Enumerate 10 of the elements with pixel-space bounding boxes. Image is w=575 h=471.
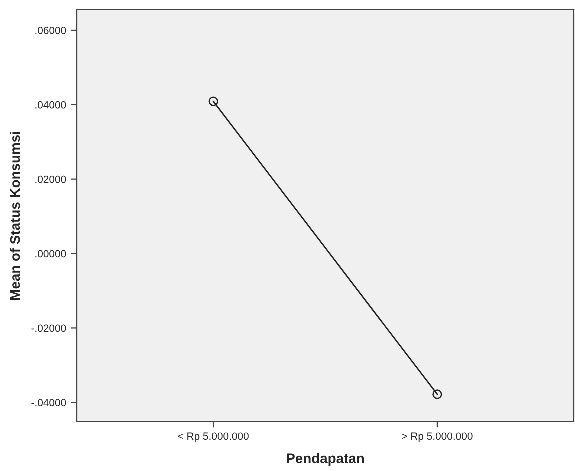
y-tick-label: .06000 xyxy=(36,26,66,34)
x-tick-label: > Rp 5.000.000 xyxy=(402,432,473,442)
y-tick-label: .02000 xyxy=(36,176,66,184)
y-tick-label: -.02000 xyxy=(32,324,66,332)
x-axis-title: Pendapatan xyxy=(287,453,364,466)
x-tick-label: < Rp 5.000.000 xyxy=(178,432,249,442)
y-tick-label: .04000 xyxy=(36,101,66,109)
y-axis-title: Mean of Status Konsumsi xyxy=(10,132,20,300)
y-tick-label: -.04000 xyxy=(32,399,66,407)
y-tick-label: .00000 xyxy=(36,250,66,258)
